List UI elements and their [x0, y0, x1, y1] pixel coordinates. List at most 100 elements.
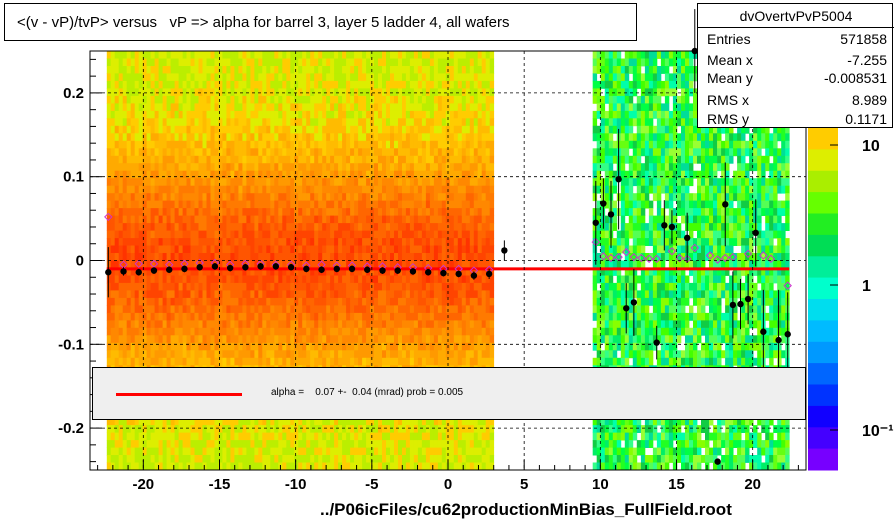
heat-cell: [350, 275, 355, 284]
heat-cell: [270, 432, 275, 441]
heat-cell: [218, 178, 223, 187]
heat-cell: [170, 417, 175, 426]
heat-cell: [437, 58, 443, 67]
heat-cell: [234, 66, 239, 74]
heat-cell: [298, 178, 303, 187]
heat-cell: [342, 208, 347, 216]
heat-cell: [198, 350, 203, 359]
heat-cell: [374, 125, 379, 134]
heat-cell: [250, 260, 255, 269]
heat-cell: [142, 230, 148, 239]
heat-cell: [370, 230, 375, 239]
heat-cell: [310, 282, 315, 291]
heat-cell: [302, 110, 307, 119]
heat-cell: [122, 51, 128, 59]
heat-cell: [242, 290, 247, 299]
heat-cell: [322, 140, 327, 149]
heat-cell: [366, 51, 371, 59]
heat-cell: [398, 275, 403, 284]
heat-cell: [278, 163, 283, 172]
heat-cell: [226, 200, 231, 209]
heat-cell: [222, 260, 227, 269]
heat-cell: [461, 51, 467, 59]
heat-cell: [178, 140, 183, 149]
heat-cell: [398, 327, 403, 336]
heat-cell: [218, 290, 223, 299]
heat-cell: [166, 335, 171, 344]
heat-cell: [206, 155, 211, 164]
heat-cell: [394, 73, 399, 82]
heat-cell: [218, 282, 223, 291]
heat-cell: [246, 110, 251, 119]
heat-cell: [162, 118, 167, 127]
heat-cell: [346, 178, 351, 187]
heat-cell: [326, 455, 331, 463]
heat-cell: [282, 282, 287, 291]
heat-cell: [110, 245, 116, 254]
heat-cell: [338, 327, 343, 336]
heat-cell: [390, 170, 395, 179]
heat-cell: [262, 342, 267, 351]
heat-cell: [417, 327, 423, 336]
heat-cell: [437, 51, 443, 59]
heat-cell: [366, 148, 371, 157]
heat-cell: [398, 320, 403, 329]
heat-cell: [254, 110, 259, 119]
heat-cell: [246, 238, 251, 246]
heat-cell: [202, 223, 207, 231]
heat-cell: [178, 73, 183, 82]
heat-cell: [242, 335, 247, 344]
heat-cell: [421, 335, 427, 344]
heat-cell: [186, 185, 191, 194]
heat-cell: [457, 305, 463, 314]
heat-cell: [110, 200, 116, 209]
heat-cell: [429, 260, 435, 269]
heat-cell: [445, 290, 451, 299]
heat-cell: [194, 447, 199, 456]
heat-cell: [378, 215, 383, 224]
heat-cell: [386, 350, 391, 359]
heat-cell: [302, 223, 307, 231]
heat-cell: [258, 455, 263, 463]
heat-cell: [194, 73, 199, 82]
heat-cell: [226, 95, 231, 104]
heat-cell: [166, 447, 171, 456]
heat-cell: [170, 282, 175, 291]
heat-cell: [394, 462, 399, 471]
heat-cell: [122, 110, 128, 119]
heat-cell: [366, 80, 371, 89]
heat-cell: [170, 253, 175, 261]
heat-cell: [146, 140, 151, 149]
heat-cell: [122, 455, 128, 463]
heat-cell: [182, 440, 187, 448]
heat-cell: [346, 440, 351, 448]
heat-cell: [298, 133, 303, 142]
heat-cell: [350, 88, 355, 97]
heat-cell: [202, 297, 207, 306]
heat-cell: [274, 118, 279, 127]
heat-cell: [282, 253, 287, 261]
heat-cell: [130, 350, 136, 359]
heat-cell: [338, 200, 343, 209]
heat-cell: [366, 73, 371, 82]
heat-cell: [134, 215, 140, 224]
heat-cell: [150, 51, 155, 59]
heat-cell: [270, 238, 275, 246]
heat-cell: [421, 312, 427, 321]
heat-cell: [206, 260, 211, 269]
heat-cell: [110, 66, 116, 74]
heat-cell: [326, 73, 331, 82]
heat-cell: [234, 350, 239, 359]
heat-cell: [114, 230, 120, 239]
heat-cell: [378, 230, 383, 239]
heat-cell: [134, 193, 140, 202]
heat-cell: [266, 51, 271, 59]
heat-cell: [433, 260, 439, 269]
heat-cell: [334, 305, 339, 314]
heat-cell: [445, 350, 451, 359]
heat-cell: [142, 88, 148, 97]
heat-cell: [266, 357, 271, 366]
heat-cell: [106, 245, 112, 254]
heat-cell: [278, 282, 283, 291]
heat-cell: [134, 125, 140, 134]
